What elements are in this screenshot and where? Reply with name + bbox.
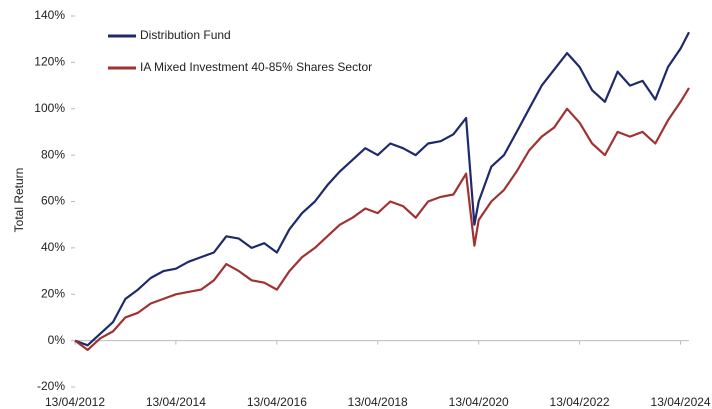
- x-tick-label: 13/04/2022: [550, 395, 610, 409]
- x-tick-label: 13/04/2020: [449, 395, 509, 409]
- y-tick-label: 80%: [41, 147, 65, 161]
- y-tick-label: 20%: [41, 286, 65, 300]
- legend-label: Distribution Fund: [140, 28, 231, 42]
- y-tick-label: 120%: [34, 55, 65, 69]
- x-tick-label: 13/04/2018: [348, 395, 408, 409]
- y-tick-label: -20%: [37, 379, 65, 393]
- series-line: [74, 87, 690, 351]
- legend-label: IA Mixed Investment 40-85% Shares Sector: [140, 60, 372, 74]
- x-tick-label: 13/04/2012: [45, 395, 105, 409]
- y-tick-label: 140%: [34, 8, 65, 22]
- y-tick-label: 0%: [48, 333, 66, 347]
- x-tick-label: 13/04/2024: [651, 395, 711, 409]
- y-tick-label: 40%: [41, 240, 65, 254]
- y-tick-label: 60%: [41, 194, 65, 208]
- y-tick-label: 100%: [34, 101, 65, 115]
- x-tick-label: 13/04/2014: [146, 395, 206, 409]
- x-tick-label: 13/04/2016: [247, 395, 307, 409]
- y-axis-label: Total Return: [12, 168, 26, 233]
- series-line: [74, 31, 690, 347]
